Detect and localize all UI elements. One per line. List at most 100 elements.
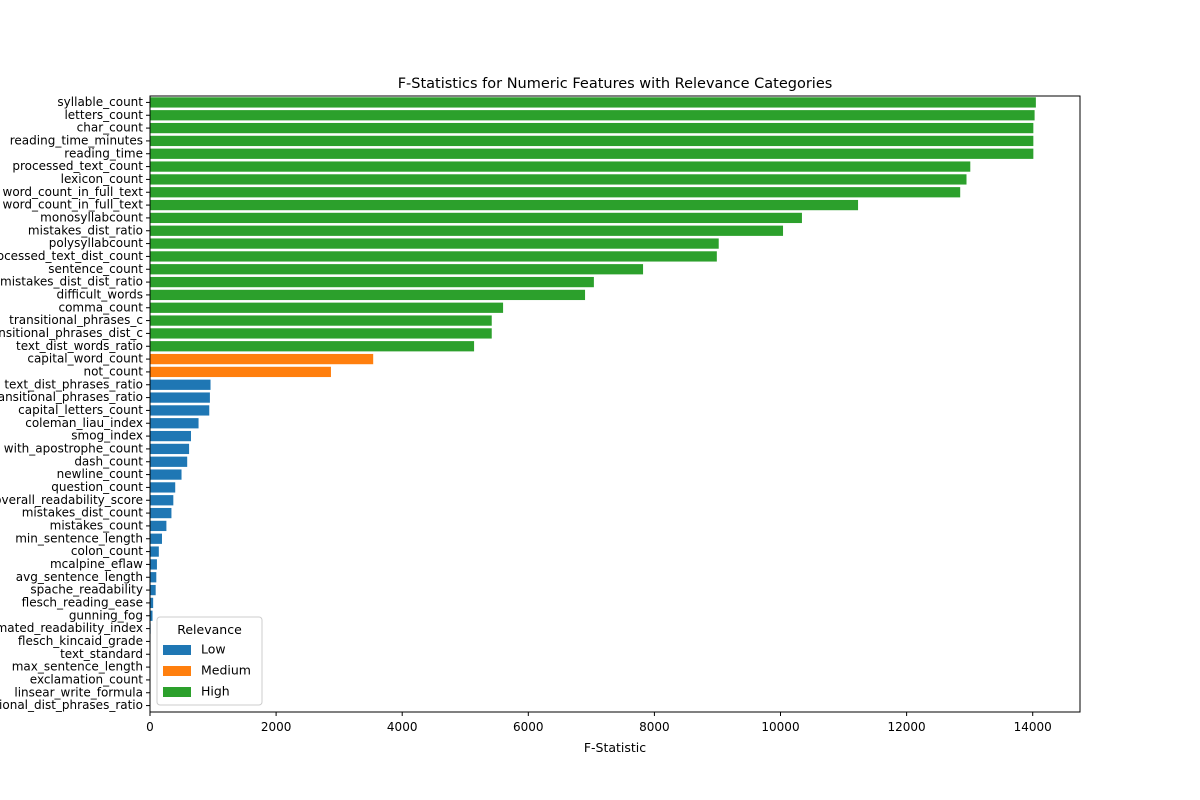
y-tick-label: letters_count [64,108,143,122]
legend-swatch-high [163,687,191,697]
y-tick-label: dash_count [74,454,143,468]
bar-lexicon-count [150,174,967,185]
y-tick-label: text_dist_words_ratio [16,339,143,353]
y-tick-label: reading_time [64,146,143,160]
y-tick-label: question_count [51,480,143,494]
y-tick-label: sentence_count [48,262,143,276]
bar-text-dist-words-ratio [150,341,475,352]
plot-frame [149,95,1081,713]
legend-label-high: High [201,684,230,699]
bar-coleman-liau-index [150,418,199,429]
y-tick-label: processed_text_count [12,159,143,173]
bar-transitional-phrases-dist-c [150,328,492,339]
y-tick-label: avg_sentence_length [16,570,143,584]
bar-syllable-count [150,97,1036,108]
bar-not-count [150,366,331,378]
bar-reading-time [150,148,1034,159]
bar-comma-count [150,302,504,313]
bar-char-count [150,122,1034,134]
y-tick-label: colon_count [71,544,143,558]
legend-swatch-medium [163,666,191,676]
y-tick-label: with_apostrophe_count [4,441,143,455]
y-tick-label: comma_count [58,300,143,314]
bar-mistakes-dist-count [150,507,172,519]
legend-frame [156,616,263,706]
x-tick-label: 2000 [261,720,292,734]
bar-processed-text-dist-count [150,251,717,262]
y-tick-label: smog_index [71,429,143,443]
y-tick-label: polysyllabcount [49,236,144,250]
y-tick-labels: syllable_countletters_countchar_countrea… [0,95,150,712]
chart-title: F-Statistics for Numeric Features with R… [398,76,833,92]
y-tick-label: word_count_in_full_text [3,198,144,212]
bar-transitional-phrases-ratio [150,392,210,403]
y-tick-label: char_count [77,121,144,135]
x-tick-label: 10000 [761,720,799,734]
x-axis-label: F-Statistic [584,740,646,755]
bar-flesch-reading-ease [150,597,154,609]
y-tick-label: mistakes_dist_dist_ratio [0,275,143,289]
y-tick-label: capital_letters_count [18,403,143,417]
bar-capital-word-count [150,353,374,365]
y-tick-label: exclamation_count [30,672,144,686]
x-ticks: 0 2000 4000 6000 8000 10000 12000 14000 [146,712,1052,734]
y-tick-label: gunning_fog [69,608,143,622]
bar-min-sentence-length [150,533,162,544]
bar-capital-letters-count [150,405,210,416]
y-tick-label: mistakes_dist_count [22,506,144,520]
bar-mcalpine-eflaw [150,559,157,570]
x-tick-label: 4000 [387,720,418,734]
y-tick-label: difficult_words [56,287,143,301]
x-tick-label: 8000 [639,720,670,734]
bar-question-count [150,482,176,493]
y-tick-label: syllable_count [57,95,143,109]
x-tick-label: 12000 [888,720,926,734]
y-tick-label: processed_text_dist_count [0,249,143,263]
y-tick-label: transitional_dist_phrases_ratio [0,698,143,712]
legend-label-medium: Medium [201,663,251,678]
bar-colon-count [150,546,159,557]
bar-newline-count [150,469,182,480]
bar-monosyllabcount [150,212,802,224]
bar-letters-count [150,110,1035,121]
y-tick-label: mistakes_dist_ratio [28,223,143,237]
legend-label-low: Low [201,642,226,657]
bar-overall-readability-score [150,495,174,506]
bar-spache-readability [150,584,156,596]
bar-smog-index [150,430,191,442]
bar-polysyllabcount [150,238,719,249]
y-tick-label: flesch_reading_ease [22,595,143,609]
bar-transitional-phrases-c [150,315,492,326]
y-tick-label: automated_readability_index [0,621,143,635]
y-tick-label: overall_readability_score [0,493,143,507]
y-tick-label: linsear_write_formula [14,685,143,699]
y-tick-label: monosyllabcount [40,210,143,224]
y-tick-label: capital_word_count [27,352,143,366]
y-tick-label: coleman_liau_index [25,416,143,430]
y-tick-label: flesch_kincaid_grade [18,634,143,648]
y-tick-label: text_standard [60,647,143,661]
x-tick-label: 14000 [1014,720,1052,734]
bar-text-dist-phrases-ratio [150,379,211,390]
y-tick-label: max_sentence_length [12,660,143,674]
bar-mistakes-dist-dist-ratio [150,276,594,288]
bar-difficult-words [150,289,586,301]
y-tick-label: mistakes_count [50,518,144,532]
bar-avg-sentence-length [150,572,157,583]
y-tick-label: min_sentence_length [15,531,143,545]
y-tick-label: word_count_in_full_text [3,185,144,199]
y-tick-label: transitional_phrases_dist_c [0,326,143,340]
y-tick-label: mcalpine_eflaw [50,557,143,571]
y-tick-label: not_count [83,364,143,378]
y-tick-label: text_dist_phrases_ratio [4,377,143,391]
bar-dash-count [150,456,188,467]
y-tick-label: reading_time_minutes [10,133,143,147]
bar-sentence-count [150,264,644,275]
legend-title: Relevance [177,622,242,637]
bar-mistakes-dist-ratio [150,225,784,236]
y-tick-label: newline_count [57,467,144,481]
bar-processed-text-count [150,161,971,172]
y-tick-label: spache_readability [30,583,143,597]
legend-swatch-low [163,645,191,655]
